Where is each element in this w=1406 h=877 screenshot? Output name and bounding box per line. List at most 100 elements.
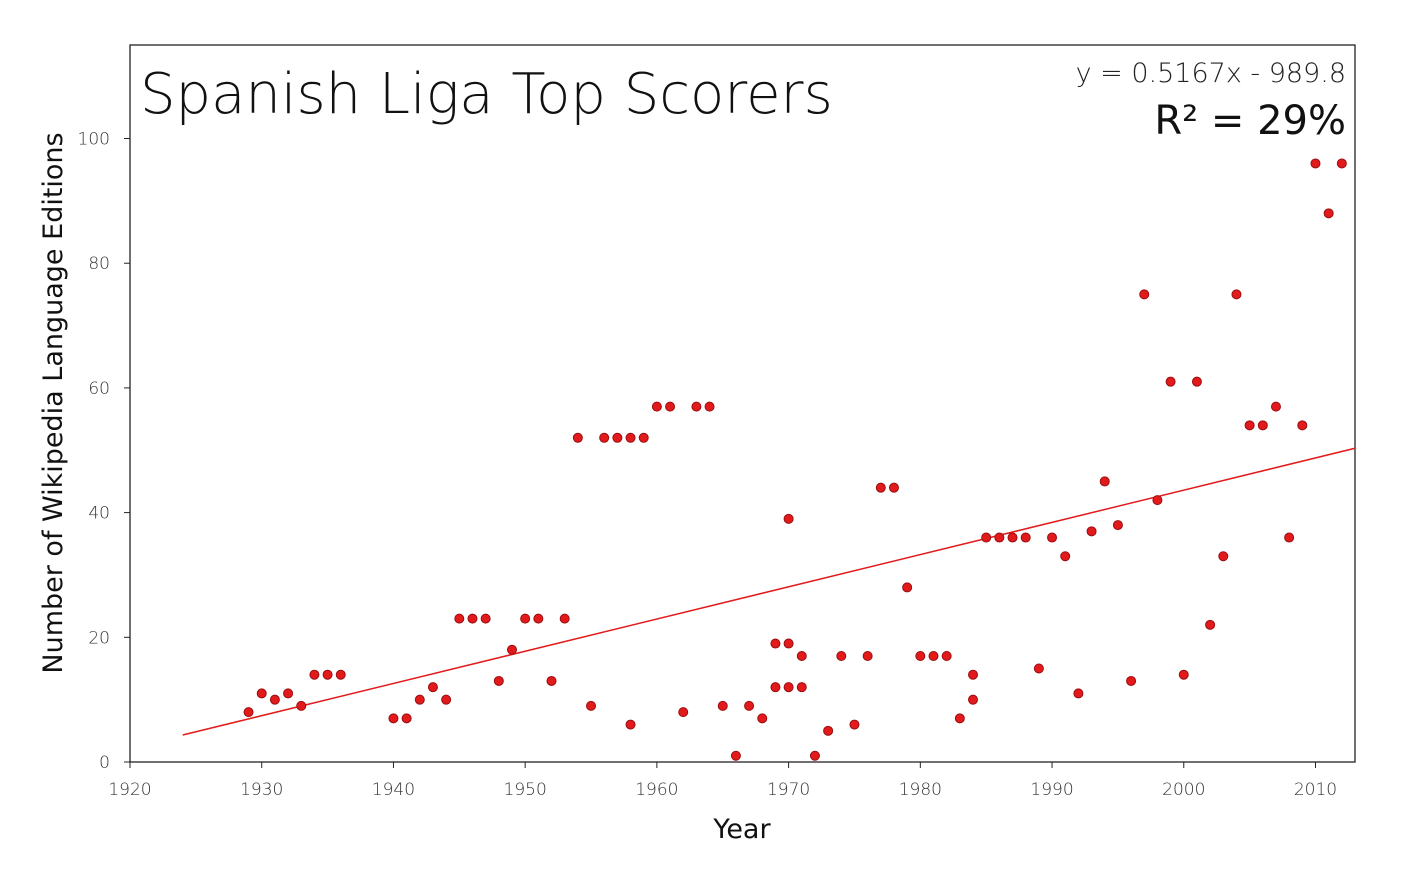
- data-point: [572, 432, 583, 443]
- data-point: [612, 432, 623, 443]
- data-point: [730, 750, 741, 761]
- data-point: [954, 713, 965, 724]
- data-point: [454, 613, 465, 624]
- data-point: [836, 651, 847, 662]
- data-point: [823, 725, 834, 736]
- r-squared-label: R² = 29%: [1154, 98, 1346, 144]
- x-tick-label: 1960: [635, 780, 678, 800]
- data-point: [1244, 420, 1255, 431]
- data-point: [691, 401, 702, 412]
- data-point: [783, 513, 794, 524]
- data-point: [296, 700, 307, 711]
- data-point: [981, 532, 992, 543]
- data-point: [283, 688, 294, 699]
- data-point: [269, 694, 280, 705]
- x-tick-label: 1940: [372, 780, 415, 800]
- x-tick-label: 1950: [504, 780, 547, 800]
- data-point: [651, 401, 662, 412]
- data-point: [1152, 495, 1163, 506]
- data-point: [1033, 663, 1044, 674]
- data-point: [1047, 532, 1058, 543]
- data-point: [638, 432, 649, 443]
- data-point: [783, 682, 794, 693]
- data-point: [256, 688, 267, 699]
- data-point: [875, 482, 886, 493]
- data-point: [1112, 520, 1123, 531]
- x-tick-label: 2000: [1162, 780, 1205, 800]
- data-point: [533, 613, 544, 624]
- data-point: [1270, 401, 1281, 412]
- data-point: [480, 613, 491, 624]
- data-point: [678, 707, 689, 718]
- data-point: [1060, 551, 1071, 562]
- trend-line: [182, 447, 1356, 736]
- data-point: [1165, 376, 1176, 387]
- data-point: [467, 613, 478, 624]
- data-point: [625, 719, 636, 730]
- data-point: [796, 682, 807, 693]
- data-point: [1205, 619, 1216, 630]
- data-point: [1231, 289, 1242, 300]
- data-point: [401, 713, 412, 724]
- data-point: [849, 719, 860, 730]
- data-point: [1086, 526, 1097, 537]
- x-axis: 1920 1930 1940 1950 1960 1970 1980 1990 2000 2010: [108, 762, 1337, 800]
- data-point: [388, 713, 399, 724]
- data-point: [1178, 669, 1189, 680]
- data-point: [757, 713, 768, 724]
- data-point: [1297, 420, 1308, 431]
- data-point: [717, 700, 728, 711]
- data-point: [928, 651, 939, 662]
- data-point: [915, 651, 926, 662]
- y-axis: 0 20 40 60 80 100: [78, 130, 130, 773]
- data-point: [1139, 289, 1150, 300]
- data-point: [665, 401, 676, 412]
- y-tick-label: 20: [88, 628, 110, 648]
- data-point: [493, 675, 504, 686]
- data-point: [704, 401, 715, 412]
- data-point: [335, 669, 346, 680]
- data-point: [586, 700, 597, 711]
- data-point: [968, 669, 979, 680]
- data-point: [506, 644, 517, 655]
- data-point: [888, 482, 899, 493]
- y-tick-label: 80: [88, 254, 110, 274]
- data-point: [796, 651, 807, 662]
- x-tick-label: 1990: [1030, 780, 1073, 800]
- y-tick-label: 60: [88, 379, 110, 399]
- data-point: [770, 682, 781, 693]
- data-point: [770, 638, 781, 649]
- x-tick-label: 2010: [1294, 780, 1337, 800]
- data-point: [520, 613, 531, 624]
- chart-title: Spanish Liga Top Scorers: [140, 62, 833, 127]
- data-point: [968, 694, 979, 705]
- data-point: [902, 582, 913, 593]
- data-point: [1323, 208, 1334, 219]
- data-point: [625, 432, 636, 443]
- data-point: [941, 651, 952, 662]
- y-tick-label: 100: [78, 130, 110, 150]
- data-point: [744, 700, 755, 711]
- data-point: [783, 638, 794, 649]
- data-point: [1073, 688, 1084, 699]
- data-point: [1191, 376, 1202, 387]
- x-tick-label: 1930: [240, 780, 283, 800]
- y-tick-label: 0: [99, 753, 110, 773]
- y-axis-label: Number of Wikipedia Language Editions: [38, 132, 69, 673]
- x-tick-label: 1920: [108, 780, 151, 800]
- data-point: [1218, 551, 1229, 562]
- data-point: [243, 707, 254, 718]
- data-point: [1310, 158, 1321, 169]
- data-point: [1257, 420, 1268, 431]
- x-tick-label: 1970: [767, 780, 810, 800]
- x-axis-label: Year: [712, 814, 771, 845]
- data-point: [414, 694, 425, 705]
- data-points: [243, 158, 1347, 761]
- data-point: [309, 669, 320, 680]
- data-point: [599, 432, 610, 443]
- data-point: [559, 613, 570, 624]
- data-point: [862, 651, 873, 662]
- data-point: [546, 675, 557, 686]
- plot-frame: [129, 44, 1356, 763]
